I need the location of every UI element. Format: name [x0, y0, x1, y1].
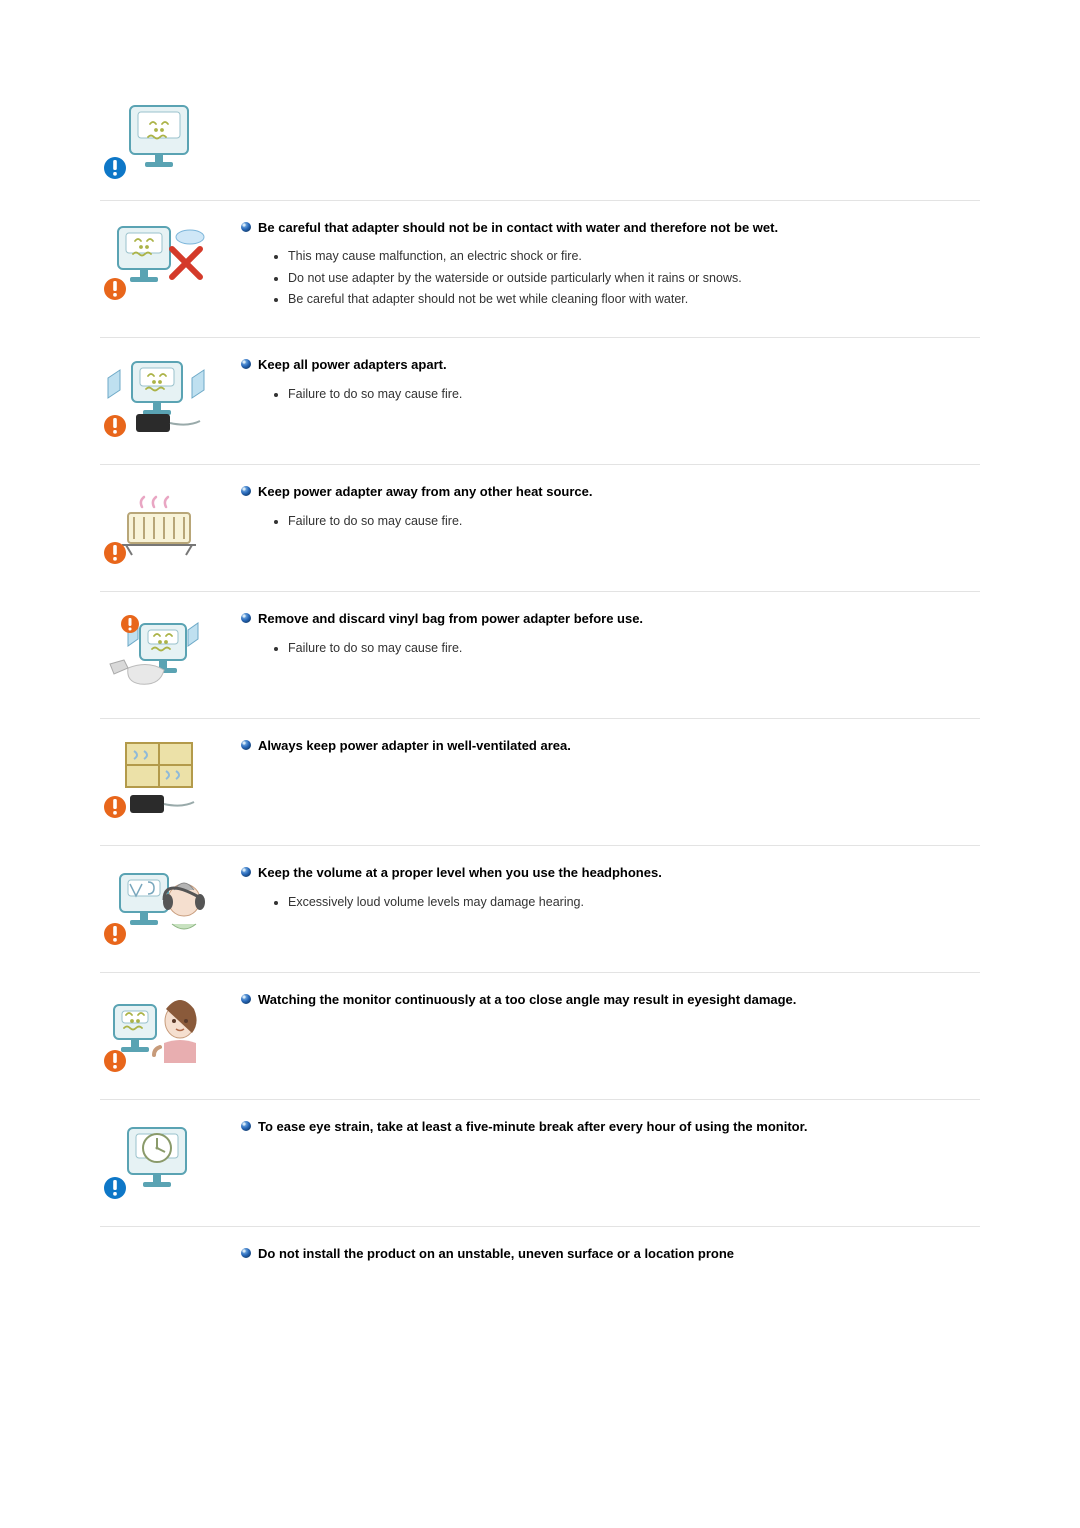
section-item: Excessively loud volume levels may damag…	[288, 893, 980, 912]
heading-text: Always keep power adapter in well-ventil…	[258, 738, 571, 753]
section-body: Do not install the product on an unstabl…	[240, 1245, 980, 1273]
safety-section-top	[100, 80, 980, 201]
section-item-list: Failure to do so may cause fire.	[270, 512, 980, 531]
bullet-icon	[240, 612, 252, 624]
bullet-icon	[240, 358, 252, 370]
section-item: Failure to do so may cause fire.	[288, 639, 980, 658]
section-heading: Keep all power adapters apart.	[240, 356, 980, 374]
section-body: Keep the volume at a proper level when y…	[240, 864, 980, 914]
heading-text: To ease eye strain, take at least a five…	[258, 1119, 808, 1134]
safety-section-vinyl: Remove and discard vinyl bag from power …	[100, 592, 980, 719]
section-body: Be careful that adapter should not be in…	[240, 219, 980, 311]
bullet-icon	[240, 739, 252, 751]
safety-section-close_angle: Watching the monitor continuously at a t…	[100, 973, 980, 1100]
section-body: Always keep power adapter in well-ventil…	[240, 737, 980, 765]
safety-section-unstable: Do not install the product on an unstabl…	[100, 1227, 980, 1299]
bullet-icon	[240, 1120, 252, 1132]
section-item-list: Failure to do so may cause fire.	[270, 639, 980, 658]
section-item-list: Failure to do so may cause fire.	[270, 385, 980, 404]
section-illustration	[100, 610, 240, 692]
bullet-icon	[240, 1247, 252, 1259]
section-heading: Keep the volume at a proper level when y…	[240, 864, 980, 882]
section-heading: Be careful that adapter should not be in…	[240, 219, 980, 237]
section-heading: Keep power adapter away from any other h…	[240, 483, 980, 501]
section-heading: Remove and discard vinyl bag from power …	[240, 610, 980, 628]
section-body: Watching the monitor continuously at a t…	[240, 991, 980, 1019]
heading-text: Keep all power adapters apart.	[258, 357, 447, 372]
section-illustration	[100, 991, 240, 1073]
bullet-icon	[240, 485, 252, 497]
heading-text: Keep power adapter away from any other h…	[258, 484, 593, 499]
section-illustration	[100, 219, 240, 301]
bullet-icon	[240, 866, 252, 878]
safety-section-water: Be careful that adapter should not be in…	[100, 201, 980, 338]
bullet-icon	[240, 993, 252, 1005]
section-heading: To ease eye strain, take at least a five…	[240, 1118, 980, 1136]
heading-text: Remove and discard vinyl bag from power …	[258, 611, 643, 626]
safety-section-eye_break: To ease eye strain, take at least a five…	[100, 1100, 980, 1227]
section-item: Be careful that adapter should not be we…	[288, 290, 980, 309]
section-heading: Always keep power adapter in well-ventil…	[240, 737, 980, 755]
section-heading: Do not install the product on an unstabl…	[240, 1245, 980, 1263]
section-heading: Watching the monitor continuously at a t…	[240, 991, 980, 1009]
heading-text: Be careful that adapter should not be in…	[258, 220, 778, 235]
section-body: Remove and discard vinyl bag from power …	[240, 610, 980, 660]
section-illustration	[100, 356, 240, 438]
section-body: To ease eye strain, take at least a five…	[240, 1118, 980, 1146]
section-item: Failure to do so may cause fire.	[288, 512, 980, 531]
safety-section-heat: Keep power adapter away from any other h…	[100, 465, 980, 592]
section-illustration	[100, 737, 240, 819]
section-item: Failure to do so may cause fire.	[288, 385, 980, 404]
safety-section-vent: Always keep power adapter in well-ventil…	[100, 719, 980, 846]
section-illustration	[100, 483, 240, 565]
safety-section-apart: Keep all power adapters apart. Failure to…	[100, 338, 980, 465]
heading-text: Do not install the product on an unstabl…	[258, 1246, 734, 1261]
section-body: Keep all power adapters apart. Failure to…	[240, 356, 980, 406]
section-item: Do not use adapter by the waterside or o…	[288, 269, 980, 288]
safety-section-volume: Keep the volume at a proper level when y…	[100, 846, 980, 973]
section-body: Keep power adapter away from any other h…	[240, 483, 980, 533]
section-illustration	[100, 98, 240, 180]
heading-text: Watching the monitor continuously at a t…	[258, 992, 796, 1007]
heading-text: Keep the volume at a proper level when y…	[258, 865, 662, 880]
section-illustration	[100, 864, 240, 946]
section-item-list: Excessively loud volume levels may damag…	[270, 893, 980, 912]
bullet-icon	[240, 221, 252, 233]
section-item-list: This may cause malfunction, an electric …	[270, 247, 980, 309]
page: Be careful that adapter should not be in…	[0, 0, 1080, 1340]
section-item: This may cause malfunction, an electric …	[288, 247, 980, 266]
section-illustration	[100, 1118, 240, 1200]
